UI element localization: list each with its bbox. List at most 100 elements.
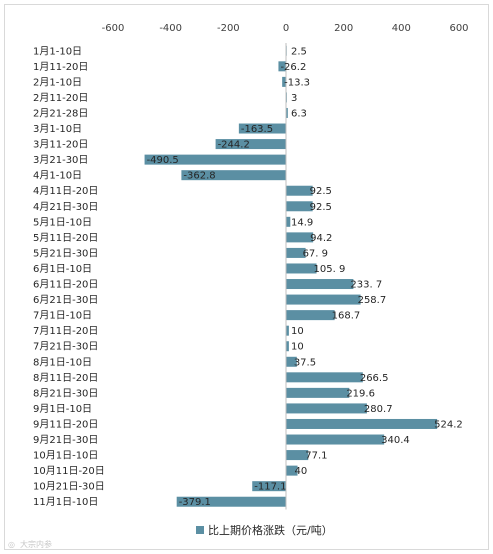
bar — [286, 387, 350, 398]
watermark-text: 大宗内参 — [20, 539, 52, 549]
legend-swatch — [196, 526, 204, 534]
data-label: 92.5 — [310, 202, 332, 213]
category-label: 7月21日-30日 — [33, 341, 98, 353]
watermark-logo-icon: ◎ — [8, 540, 15, 549]
category-label: 6月11日-20日 — [33, 279, 98, 291]
category-label: 2月11-20日 — [33, 92, 88, 104]
chart-frame — [4, 4, 489, 550]
bar — [286, 465, 298, 476]
bar — [286, 201, 313, 212]
legend: 比上期价格涨跌（元/吨） — [196, 523, 333, 537]
category-labels: 1月1-10日 1月11-20日 2月1-10日 2月11-20日 2月21-28日 3月… — [33, 45, 105, 508]
data-label: 37.5 — [294, 357, 316, 368]
bar — [282, 76, 286, 87]
bar — [286, 450, 309, 461]
category-label: 1月1-10日 — [33, 45, 82, 57]
category-label: 2月1-10日 — [33, 76, 82, 88]
bar — [144, 154, 286, 165]
x-axis-ticks: -600 -400 -200 0 200 400 600 — [102, 23, 469, 34]
data-label: -244.2 — [218, 140, 250, 151]
data-labels: 2.5 -26.2 -13.3 3 6.3 -163.5 -244.2 -490.5 -362.… — [147, 46, 463, 508]
data-label: -13.3 — [284, 77, 310, 88]
bar — [215, 139, 286, 150]
category-label: 6月1日-10日 — [33, 263, 92, 275]
category-label: 4月11日-20日 — [33, 185, 98, 197]
category-label: 3月11-20日 — [33, 139, 88, 151]
category-label: 8月11日-20日 — [33, 372, 98, 384]
category-label: 11月1日-10日 — [33, 496, 98, 508]
x-tick-label: -600 — [102, 23, 125, 34]
category-label: 10月11日-20日 — [33, 465, 105, 477]
category-label: 10月21日-30日 — [33, 481, 105, 493]
data-label: -163.5 — [241, 124, 273, 135]
bar — [181, 170, 286, 181]
data-label: 2.5 — [291, 46, 307, 57]
data-label: 77.1 — [305, 451, 327, 462]
bar — [286, 403, 367, 414]
category-label: 7月1日-10日 — [33, 310, 92, 322]
bar — [176, 496, 286, 507]
bar — [286, 294, 361, 305]
bars — [144, 45, 438, 507]
category-label: 6月21日-30日 — [33, 294, 98, 306]
x-tick-label: 400 — [392, 23, 411, 34]
watermark: ◎ 大宗内参 — [8, 539, 52, 549]
data-label: 258.7 — [358, 295, 387, 306]
category-label: 8月21日-30日 — [33, 387, 98, 399]
category-label: 8月1日-10日 — [33, 356, 92, 368]
category-label: 9月11日-20日 — [33, 418, 98, 430]
data-label: 92.5 — [310, 186, 332, 197]
data-label: -362.8 — [183, 171, 215, 182]
bar — [238, 123, 286, 134]
data-label: 340.4 — [381, 435, 410, 446]
category-label: 7月11日-20日 — [33, 325, 98, 337]
bar — [286, 279, 354, 290]
data-label: 219.6 — [346, 388, 375, 399]
data-label: -490.5 — [147, 155, 179, 166]
category-label: 4月1-10日 — [33, 170, 82, 182]
bar — [286, 247, 306, 258]
data-label: 168.7 — [332, 311, 361, 322]
category-label: 3月21-30日 — [33, 154, 88, 166]
data-label: 94.2 — [310, 233, 332, 244]
category-label: 3月1-10日 — [33, 123, 82, 135]
data-label: 105. 9 — [314, 264, 346, 275]
data-label: 67. 9 — [303, 248, 328, 259]
category-label: 5月11日-20日 — [33, 232, 98, 244]
category-label: 4月21日-30日 — [33, 201, 98, 213]
x-tick-label: 600 — [449, 23, 468, 34]
data-label: -117.1 — [254, 482, 286, 493]
x-tick-label: -400 — [159, 23, 182, 34]
data-label: -379.1 — [179, 497, 211, 508]
category-label: 2月21-28日 — [33, 107, 88, 119]
data-label: -26.2 — [280, 62, 306, 73]
bar — [286, 185, 313, 196]
category-label: 9月21日-30日 — [33, 434, 98, 446]
x-tick-label: 0 — [283, 23, 289, 34]
x-tick-label: -200 — [217, 23, 240, 34]
category-label: 1月11-20日 — [33, 61, 88, 73]
bar — [286, 418, 438, 429]
category-label: 10月1日-10日 — [33, 450, 98, 462]
bar — [286, 263, 317, 274]
data-label: 6.3 — [291, 108, 307, 119]
category-label: 9月1日-10日 — [33, 403, 92, 415]
data-label: 14.9 — [291, 217, 313, 228]
data-label: 280.7 — [364, 404, 393, 415]
bar — [286, 356, 297, 367]
data-label: 233. 7 — [350, 280, 382, 291]
data-label: 40 — [295, 466, 308, 477]
bar — [286, 341, 289, 352]
bar — [286, 434, 385, 445]
category-label: 5月1日-10日 — [33, 216, 92, 228]
data-label: 266.5 — [360, 373, 389, 384]
bar — [278, 61, 286, 72]
data-label: 3 — [291, 93, 297, 104]
bar — [286, 216, 291, 227]
bar — [286, 372, 363, 383]
bar — [286, 325, 289, 336]
data-label: 524.2 — [434, 419, 463, 430]
bar — [252, 481, 286, 492]
category-label: 5月21日-30日 — [33, 247, 98, 259]
